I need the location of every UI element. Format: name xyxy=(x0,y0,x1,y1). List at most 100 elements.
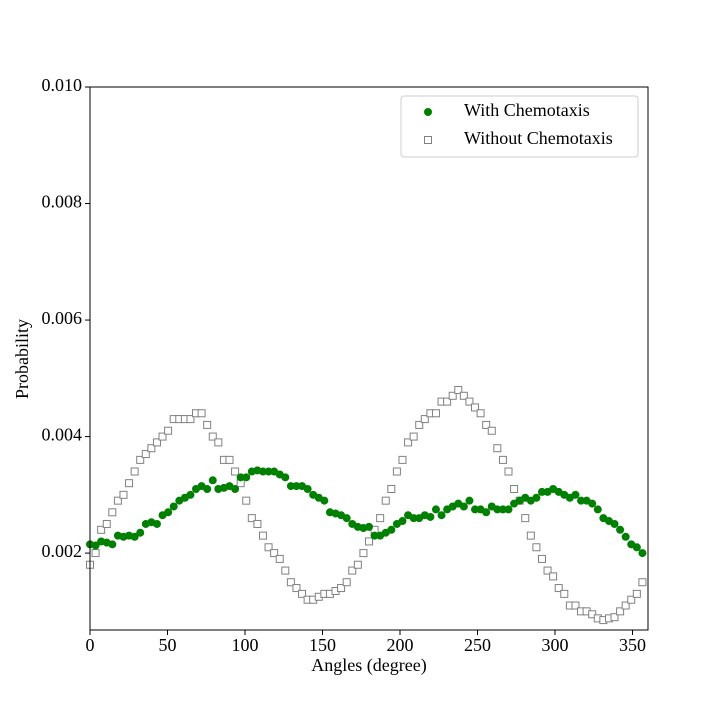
data-point xyxy=(136,455,145,464)
data-point xyxy=(281,473,290,482)
data-point xyxy=(203,420,212,429)
data-point xyxy=(593,505,602,514)
data-point xyxy=(292,584,301,593)
data-point xyxy=(560,589,569,598)
data-point xyxy=(437,511,446,520)
data-point xyxy=(632,543,641,552)
legend-label: With Chemotaxis xyxy=(464,100,590,120)
data-point xyxy=(398,455,407,464)
data-point xyxy=(242,473,251,482)
legend-marker xyxy=(424,136,432,144)
data-point xyxy=(359,549,368,558)
data-point xyxy=(264,543,273,552)
data-point xyxy=(526,531,535,540)
data-point xyxy=(108,540,117,549)
data-point xyxy=(130,532,139,541)
data-point xyxy=(281,566,290,575)
data-point xyxy=(588,499,597,508)
x-tick-label: 100 xyxy=(232,635,259,655)
data-point xyxy=(498,455,507,464)
data-point xyxy=(549,572,558,581)
data-point xyxy=(286,482,295,491)
data-point xyxy=(125,479,134,488)
y-tick-label: 0.006 xyxy=(42,308,83,328)
data-point xyxy=(342,578,351,587)
data-point xyxy=(638,549,647,558)
data-point xyxy=(152,438,161,447)
data-point xyxy=(91,549,100,558)
data-point xyxy=(504,505,513,514)
data-point xyxy=(510,485,519,494)
data-point xyxy=(164,508,173,517)
data-point xyxy=(415,420,424,429)
data-point xyxy=(621,532,630,541)
data-point xyxy=(387,525,396,534)
data-point xyxy=(498,505,507,514)
data-point xyxy=(471,505,480,514)
data-point xyxy=(487,426,496,435)
data-point xyxy=(242,496,251,505)
data-point xyxy=(186,415,195,424)
data-point xyxy=(303,485,312,494)
legend-label: Without Chemotaxis xyxy=(464,128,613,148)
data-point xyxy=(610,613,619,622)
data-point xyxy=(537,554,546,563)
plot-frame xyxy=(89,86,649,631)
data-point xyxy=(152,519,161,528)
data-point xyxy=(627,595,636,604)
data-point xyxy=(398,517,407,526)
data-point xyxy=(459,502,468,511)
data-point xyxy=(482,420,491,429)
data-point xyxy=(236,473,245,482)
data-point xyxy=(471,403,480,412)
data-point xyxy=(130,467,139,476)
data-point xyxy=(537,487,546,496)
data-point xyxy=(214,438,223,447)
y-axis-label: Probability xyxy=(12,319,32,399)
data-point xyxy=(208,432,217,441)
data-point xyxy=(420,415,429,424)
data-point xyxy=(348,566,357,575)
data-point xyxy=(404,438,413,447)
y-tick-label: 0.002 xyxy=(42,541,83,561)
data-point xyxy=(158,432,167,441)
data-point xyxy=(532,493,541,502)
data-point xyxy=(381,496,390,505)
data-point xyxy=(119,490,128,499)
legend-marker xyxy=(424,108,432,116)
data-point xyxy=(387,485,396,494)
data-point xyxy=(521,514,530,523)
data-point xyxy=(476,409,485,418)
data-point xyxy=(97,525,106,534)
x-tick-label: 300 xyxy=(542,635,569,655)
data-point xyxy=(203,485,212,494)
data-point xyxy=(448,391,457,400)
data-point xyxy=(577,496,586,505)
data-point xyxy=(320,496,329,505)
y-tick-label: 0.010 xyxy=(42,75,83,95)
x-tick-label: 350 xyxy=(619,635,646,655)
data-point xyxy=(108,508,117,517)
data-point xyxy=(482,508,491,517)
data-point xyxy=(409,432,418,441)
data-point xyxy=(616,607,625,616)
data-point xyxy=(264,467,273,476)
data-point xyxy=(141,450,150,459)
data-point xyxy=(169,502,178,511)
data-point xyxy=(610,519,619,528)
x-tick-label: 200 xyxy=(387,635,414,655)
data-point xyxy=(365,522,373,531)
data-point xyxy=(392,467,401,476)
data-point xyxy=(147,444,156,453)
data-point xyxy=(342,514,351,523)
data-point xyxy=(298,589,307,598)
data-point xyxy=(493,444,502,453)
data-point xyxy=(286,578,295,587)
legend-box xyxy=(400,95,639,158)
data-point xyxy=(365,537,373,546)
data-point xyxy=(588,610,597,619)
data-point xyxy=(136,528,145,537)
data-point xyxy=(91,541,100,550)
y-tick-label: 0.004 xyxy=(42,425,83,445)
